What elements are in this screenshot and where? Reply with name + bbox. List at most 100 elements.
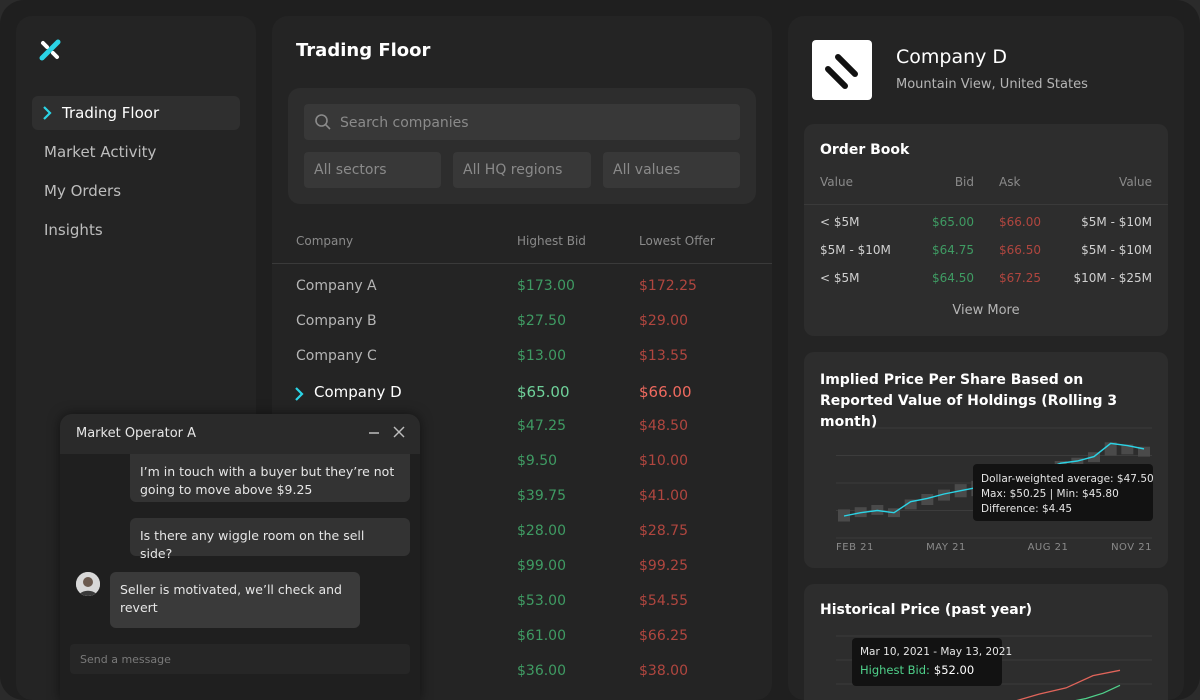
x-tick-label: MAY 21 — [926, 542, 966, 553]
table-row[interactable]: $39.75 $41.00 — [272, 488, 772, 523]
company-logo — [812, 40, 872, 100]
series-line — [1016, 669, 1121, 700]
view-more-link[interactable]: View More — [952, 303, 1020, 318]
table-row-selected[interactable]: Company D $65.00 $66.00 — [272, 383, 772, 418]
hq-region-select[interactable]: All HQ regions — [453, 152, 591, 188]
lowest-offer: $54.55 — [639, 593, 688, 609]
tooltip-line-2: Max: $50.25 | Min: $45.80 — [981, 488, 1119, 500]
highest-bid: $36.00 — [517, 663, 566, 679]
ask-price: $66.00 — [999, 215, 1041, 229]
highest-bid: $53.00 — [517, 593, 566, 609]
table-row[interactable]: $61.00 $66.25 — [272, 628, 772, 663]
sidebar-item-trading-floor[interactable]: Trading Floor — [32, 96, 240, 130]
historical-chart-title: Historical Price (past year) — [820, 602, 1033, 618]
highest-bid: $65.00 — [517, 383, 570, 401]
bid-value: < $5M — [820, 215, 860, 229]
tooltip-line-3: Difference: $4.45 — [981, 503, 1072, 515]
column-header-company[interactable]: Company — [296, 234, 354, 248]
company-name: Company B — [296, 313, 377, 329]
order-book-row: < $5M $64.50 $67.25 $10M - $25M — [804, 271, 1168, 291]
order-book-row: < $5M $65.00 $66.00 $5M - $10M — [804, 215, 1168, 235]
ask-price: $67.25 — [999, 271, 1041, 285]
chat-title: Market Operator A — [76, 426, 197, 441]
ask-value: $5M - $10M — [1081, 215, 1152, 229]
sidebar-item-my-orders[interactable]: My Orders — [32, 174, 240, 208]
sidebar-nav: Trading Floor Market Activity My Orders … — [32, 96, 240, 252]
column-header-highest-bid[interactable]: Highest Bid — [517, 234, 586, 248]
implied-chart-title: Implied Price Per Share Based on Reporte… — [820, 372, 1118, 430]
sidebar-item-insights[interactable]: Insights — [32, 213, 240, 247]
message-input[interactable] — [70, 644, 410, 674]
x-tick-label: NOV 21 — [1111, 542, 1152, 553]
table-row[interactable]: Company B $27.50 $29.00 — [272, 313, 772, 348]
chat-body: I’m in touch with a buyer but they’re no… — [60, 454, 420, 700]
table-row[interactable]: $36.00 $38.00 — [272, 663, 772, 698]
range-bar — [904, 499, 917, 510]
minimize-icon[interactable] — [366, 424, 382, 440]
sidebar-item-market-activity[interactable]: Market Activity — [32, 135, 240, 169]
sidebar-item-label: Trading Floor — [62, 104, 160, 122]
lowest-offer: $10.00 — [639, 453, 688, 469]
table-row[interactable]: Company C $13.00 $13.55 — [272, 348, 772, 383]
sidebar-item-label: Insights — [44, 221, 103, 239]
page-title: Trading Floor — [296, 40, 431, 61]
range-bar — [1071, 457, 1084, 468]
sidebar-item-label: Market Activity — [44, 143, 157, 161]
ask-value: $10M - $25M — [1073, 271, 1152, 285]
chat-window: Market Operator A I’m in touch with a bu… — [60, 414, 420, 700]
close-icon[interactable] — [392, 425, 406, 439]
lowest-offer: $48.50 — [639, 418, 688, 434]
header-divider — [272, 263, 772, 264]
bid-price: $64.75 — [932, 243, 974, 257]
series-line — [1075, 684, 1121, 700]
lowest-offer: $66.00 — [639, 383, 692, 401]
tooltip-background — [852, 638, 1002, 686]
chat-message-outgoing: I’m in touch with a buyer but they’re no… — [130, 454, 410, 502]
lowest-offer: $172.25 — [639, 278, 697, 294]
bid-price: $64.50 — [932, 271, 974, 285]
chat-message-incoming: Seller is motivated, we’ll check and rev… — [110, 572, 360, 628]
ask-value: $5M - $10M — [1081, 243, 1152, 257]
company-name: Company D — [896, 46, 1008, 68]
table-row[interactable]: $99.00 $99.25 — [272, 558, 772, 593]
table-row[interactable]: Company A $173.00 $172.25 — [272, 278, 772, 313]
historical-price-chart: Mar 10, 2021 - May 13, 2021 Highest Bid:… — [836, 635, 1152, 700]
highest-bid: $27.50 — [517, 313, 566, 329]
company-table: Company A $173.00 $172.25 Company B $27.50 $… — [272, 278, 772, 698]
range-bar — [938, 489, 950, 501]
implied-price-chart: FEB 21 MAY 21 AUG 21 NOV 21 Dollar-weighted… — [836, 427, 1154, 553]
filter-box: All sectors All HQ regions All values — [288, 88, 756, 204]
tooltip-label: Highest Bid: — [860, 663, 930, 677]
chat-header: Market Operator A — [60, 414, 420, 454]
x-tick-label: AUG 21 — [1028, 542, 1069, 553]
historical-price-card: Historical Price (past year) Mar 10, 202… — [804, 584, 1168, 700]
bid-price: $65.00 — [932, 215, 974, 229]
lowest-offer: $13.55 — [639, 348, 688, 364]
ask-price: $66.50 — [999, 243, 1041, 257]
highest-bid: $173.00 — [517, 278, 575, 294]
table-row[interactable]: $47.25 $48.50 — [272, 418, 772, 453]
sector-select[interactable]: All sectors — [304, 152, 441, 188]
company-name: Company C — [296, 348, 377, 364]
table-row[interactable]: $53.00 $54.55 — [272, 593, 772, 628]
order-book-title: Order Book — [820, 142, 910, 158]
lowest-offer: $28.75 — [639, 523, 688, 539]
tooltip-highest-bid: Highest Bid: $52.00 — [860, 663, 974, 677]
lowest-offer: $99.25 — [639, 558, 688, 574]
lowest-offer: $29.00 — [639, 313, 688, 329]
avatar — [76, 572, 100, 596]
implied-tooltip: Dollar-weighted average: $47.50 Max: $50… — [973, 464, 1154, 521]
search-icon — [315, 114, 331, 130]
search-input[interactable] — [338, 104, 732, 142]
app-logo-icon — [39, 39, 61, 61]
table-row[interactable]: $28.00 $28.75 — [272, 523, 772, 558]
value-select[interactable]: All values — [603, 152, 740, 188]
order-book-row: $5M - $10M $64.75 $66.50 $5M - $10M — [804, 243, 1168, 263]
sidebar-item-label: My Orders — [44, 182, 122, 200]
chevron-right-icon — [43, 106, 52, 120]
tooltip-background — [973, 464, 1153, 521]
table-row[interactable]: $9.50 $10.00 — [272, 453, 772, 488]
lowest-offer: $66.25 — [639, 628, 688, 644]
column-header-lowest-offer[interactable]: Lowest Offer — [639, 234, 715, 248]
